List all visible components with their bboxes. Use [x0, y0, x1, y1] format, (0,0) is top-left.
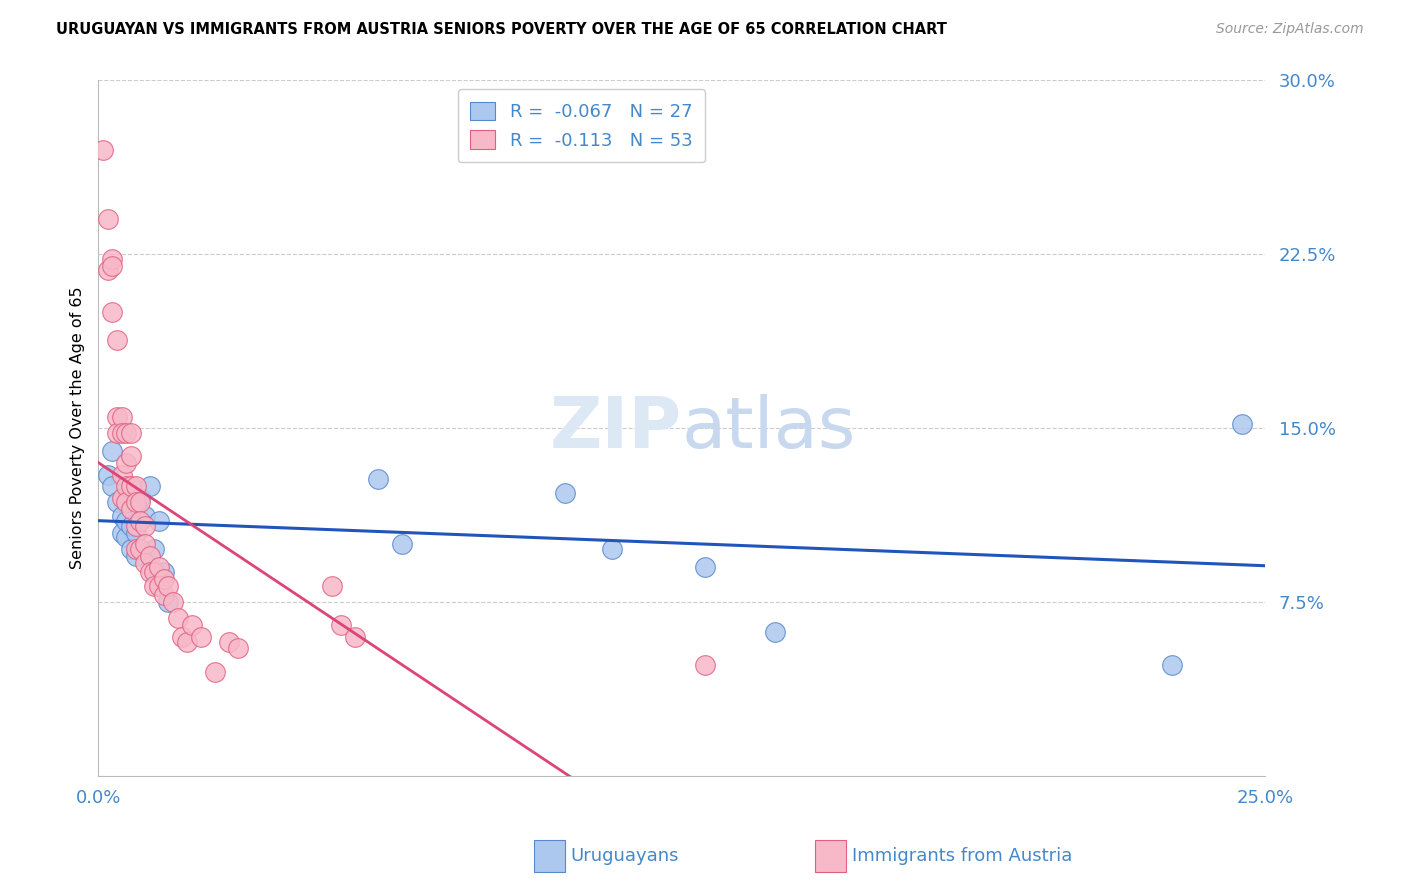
Point: [134, 556, 156, 570]
Point: [91, 143, 114, 157]
Point: [180, 618, 202, 632]
Point: [115, 530, 138, 544]
Point: [695, 560, 717, 574]
Point: [97, 212, 120, 227]
Point: [129, 491, 152, 505]
Point: [134, 537, 156, 551]
Point: [367, 472, 389, 486]
Point: [111, 525, 134, 540]
Point: [148, 560, 170, 574]
Point: [120, 502, 142, 516]
Point: [134, 518, 156, 533]
Point: [600, 541, 623, 556]
Point: [115, 495, 138, 509]
Point: [125, 479, 148, 493]
Point: [101, 259, 124, 273]
Point: [134, 509, 156, 524]
Point: [115, 425, 138, 440]
Point: [97, 467, 120, 482]
Point: [152, 565, 174, 579]
Point: [218, 634, 240, 648]
Point: [111, 491, 134, 505]
Point: [125, 525, 148, 540]
Point: [139, 479, 162, 493]
Point: [101, 444, 124, 458]
Point: [143, 565, 166, 579]
Point: [1230, 417, 1253, 431]
Point: [101, 479, 124, 493]
Point: [101, 305, 124, 319]
Point: [115, 514, 138, 528]
Point: [125, 549, 148, 563]
Point: [152, 588, 174, 602]
Point: [321, 579, 343, 593]
Point: [125, 518, 148, 533]
Point: [330, 618, 353, 632]
Point: [152, 572, 174, 586]
Point: [125, 541, 148, 556]
Text: Uruguayans: Uruguayans: [571, 847, 679, 865]
Point: [111, 425, 134, 440]
Point: [97, 263, 120, 277]
Point: [157, 579, 180, 593]
Point: [115, 456, 138, 470]
Text: ZIP: ZIP: [550, 393, 682, 463]
Point: [120, 541, 142, 556]
Point: [101, 252, 124, 266]
Point: [148, 514, 170, 528]
Point: [120, 518, 142, 533]
Point: [1161, 657, 1184, 672]
Point: [105, 409, 128, 424]
Point: [120, 449, 142, 463]
Point: [554, 486, 576, 500]
Point: [763, 625, 786, 640]
Point: [228, 641, 250, 656]
Text: URUGUAYAN VS IMMIGRANTS FROM AUSTRIA SENIORS POVERTY OVER THE AGE OF 65 CORRELAT: URUGUAYAN VS IMMIGRANTS FROM AUSTRIA SEN…: [56, 22, 948, 37]
Point: [143, 579, 166, 593]
Point: [120, 479, 142, 493]
Point: [190, 630, 212, 644]
Point: [129, 541, 152, 556]
Point: [139, 565, 162, 579]
Point: [111, 509, 134, 524]
Text: atlas: atlas: [682, 393, 856, 463]
Text: Immigrants from Austria: Immigrants from Austria: [852, 847, 1073, 865]
Point: [105, 333, 128, 347]
Point: [139, 549, 162, 563]
Point: [148, 579, 170, 593]
Point: [162, 595, 184, 609]
Point: [166, 611, 188, 625]
Text: Source: ZipAtlas.com: Source: ZipAtlas.com: [1216, 22, 1364, 37]
Point: [111, 409, 134, 424]
Point: [204, 665, 226, 679]
Point: [129, 495, 152, 509]
Point: [344, 630, 367, 644]
Point: [105, 425, 128, 440]
Point: [157, 595, 180, 609]
Point: [391, 537, 413, 551]
Point: [143, 541, 166, 556]
Point: [125, 495, 148, 509]
Point: [695, 657, 717, 672]
Point: [115, 479, 138, 493]
Point: [176, 634, 198, 648]
Point: [111, 467, 134, 482]
Point: [172, 630, 194, 644]
Y-axis label: Seniors Poverty Over the Age of 65: Seniors Poverty Over the Age of 65: [69, 287, 84, 569]
Point: [129, 514, 152, 528]
Point: [120, 425, 142, 440]
Point: [105, 495, 128, 509]
Legend: R =  -0.067   N = 27, R =  -0.113   N = 53: R = -0.067 N = 27, R = -0.113 N = 53: [457, 89, 706, 162]
